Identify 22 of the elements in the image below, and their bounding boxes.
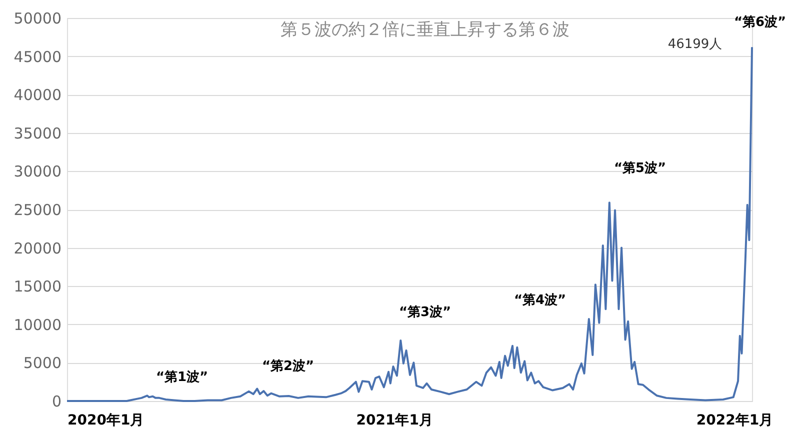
- y-tick-label: 5000: [23, 354, 62, 372]
- annotation: “第5波”: [614, 161, 666, 176]
- y-tick-label: 40000: [14, 86, 62, 104]
- y-tick-label: 50000: [14, 10, 62, 28]
- y-tick-label: 0: [52, 392, 62, 410]
- x-tick-label: 2020年1月: [68, 412, 144, 428]
- y-tick-label: 35000: [14, 124, 62, 142]
- annotation: “第1波”: [156, 370, 208, 385]
- y-tick-label: 10000: [14, 316, 62, 334]
- x-tick-label: 2021年1月: [356, 412, 433, 428]
- annotation: “第4波”: [514, 293, 566, 308]
- annotation: “第3波”: [398, 305, 452, 320]
- y-tick-label: 30000: [14, 162, 62, 181]
- y-tick-label: 25000: [14, 201, 62, 219]
- x-tick-label: 2022年1月: [696, 412, 774, 428]
- chart-title: 第５波の約２倍に垂直上昇する第６波: [280, 20, 570, 40]
- annotation: “第6波”: [734, 15, 786, 30]
- y-tick-label: 15000: [14, 278, 62, 296]
- y-tick-label: 45000: [14, 48, 62, 66]
- annotation: “第2波”: [262, 359, 314, 374]
- annotation: 46199人: [668, 37, 722, 52]
- y-tick-label: 20000: [14, 239, 62, 258]
